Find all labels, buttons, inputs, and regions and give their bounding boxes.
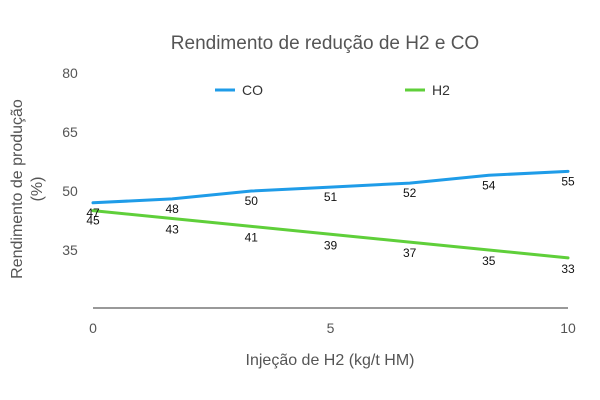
legend-label-h2: H2 xyxy=(432,82,450,98)
legend-label-co: CO xyxy=(242,82,263,98)
series-lines xyxy=(91,169,570,260)
data-label-h2: 43 xyxy=(166,223,180,237)
data-label-h2: 35 xyxy=(482,254,496,268)
y-tick-label: 65 xyxy=(62,124,78,140)
data-label-co: 50 xyxy=(245,194,259,208)
y-tick-label: 50 xyxy=(62,183,78,199)
data-labels: 47 48 50 51 52 54 55 45 43 41 39 37 35 33 xyxy=(86,174,575,276)
x-tick-label: 5 xyxy=(327,320,335,336)
y-tick-label: 35 xyxy=(62,242,78,258)
data-label-co: 47 xyxy=(86,206,100,220)
data-label-co: 52 xyxy=(403,186,417,200)
x-tick-label: 10 xyxy=(560,320,576,336)
x-axis-title: Injeção de H2 (kg/t HM) xyxy=(246,352,415,369)
data-label-h2: 39 xyxy=(324,238,338,252)
y-axis-title: Rendimento de produção (%) xyxy=(9,99,46,279)
data-label-co: 51 xyxy=(324,190,338,204)
x-tick-labels: 0 5 10 xyxy=(89,320,576,336)
y-axis-title-line: Rendimento de produção xyxy=(9,99,26,279)
y-tick-labels: 80 65 50 35 xyxy=(62,65,78,258)
data-label-co: 54 xyxy=(482,178,496,192)
x-tick-label: 0 xyxy=(89,320,97,336)
data-label-co: 48 xyxy=(166,202,180,216)
y-tick-label: 80 xyxy=(62,65,78,81)
series-line-h2 xyxy=(91,209,570,260)
data-label-h2: 45 xyxy=(86,214,100,228)
data-label-co: 55 xyxy=(561,174,575,188)
series-line-co xyxy=(91,169,570,205)
data-label-h2: 41 xyxy=(245,230,259,244)
data-label-h2: 37 xyxy=(403,246,417,260)
data-label-h2: 33 xyxy=(561,262,575,276)
chart-title: Rendimento de redução de H2 e CO xyxy=(171,33,479,54)
y-axis-title-line: (%) xyxy=(29,177,46,202)
legend: CO H2 xyxy=(215,82,450,98)
